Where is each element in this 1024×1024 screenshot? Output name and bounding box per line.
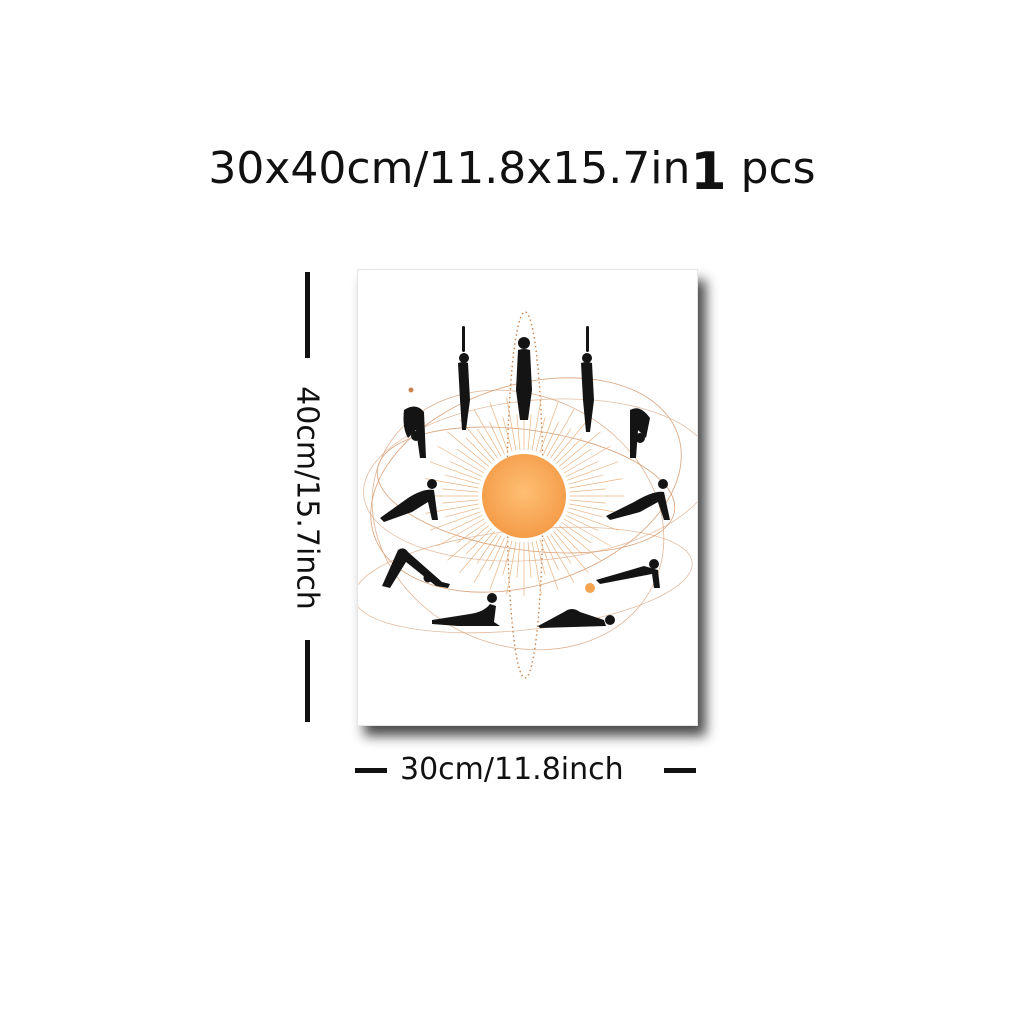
sun-ray — [568, 474, 604, 485]
width-dimension-bar-left — [355, 768, 387, 773]
sun-ray — [449, 515, 483, 531]
sun-ray — [546, 535, 575, 583]
sun-ray — [489, 537, 505, 571]
sun-ray — [531, 541, 542, 595]
sun-ray — [569, 503, 623, 514]
sun-ray — [465, 528, 492, 555]
height-dimension-label: 40cm/15.7inch — [289, 386, 325, 610]
sun-ray — [559, 431, 601, 467]
sun-ray — [447, 431, 489, 467]
sun-ray — [543, 421, 559, 455]
pose-cobra — [432, 593, 500, 626]
sun-ray — [506, 397, 517, 451]
poster-canvas — [357, 269, 698, 726]
sun-ray — [489, 421, 505, 455]
sun-ray — [442, 488, 479, 493]
sun-ray — [527, 541, 532, 578]
small-planet — [408, 387, 414, 393]
sun-circle — [482, 454, 566, 538]
sun-ray — [553, 531, 589, 573]
quantity-unit: pcs — [740, 143, 816, 194]
sun-ray — [539, 401, 559, 453]
sun-ray — [559, 525, 601, 561]
sun-ray — [516, 541, 521, 578]
sun-ray — [569, 499, 606, 504]
sun-ray — [561, 448, 592, 470]
width-dimension-bar-right — [664, 768, 696, 773]
product-size-heading: 30x40cm/11.8x15.7in1 pcs — [0, 136, 1024, 202]
sun-ray — [567, 511, 619, 531]
sun-ray — [561, 522, 592, 544]
orange-planet — [585, 583, 595, 593]
pose-lunge-left — [380, 479, 438, 522]
sun-ray — [565, 461, 599, 477]
pose-prayer — [516, 337, 532, 420]
sun-ray — [568, 507, 604, 518]
pose-arms-up-left — [458, 326, 470, 430]
sun-ray — [502, 416, 513, 452]
sun-ray — [449, 461, 483, 477]
sun-ray — [447, 525, 489, 561]
sun-ray — [553, 419, 589, 461]
width-dimension-label: 30cm/11.8inch — [400, 752, 624, 787]
sun-ray — [546, 409, 575, 457]
sun-ray — [567, 461, 619, 481]
yoga-sun-artwork — [358, 311, 697, 679]
sun-ray — [535, 540, 546, 576]
sun-ray — [565, 515, 599, 531]
sun-ray — [569, 488, 606, 493]
sun-ray — [516, 414, 521, 451]
sun-ray — [543, 537, 559, 571]
size-text: 30x40cm/11.8x15.7in — [208, 143, 691, 194]
sun-ray — [429, 511, 481, 531]
sun-ray — [476, 533, 498, 564]
sun-ray — [465, 437, 492, 464]
yoga-figures — [380, 326, 670, 628]
pose-forward-fold-left — [403, 406, 426, 458]
sun-ray — [531, 397, 542, 451]
pose-eight-limbed — [538, 609, 615, 628]
sun-ray — [473, 535, 502, 583]
sun-ray — [473, 409, 502, 457]
sun-ray — [437, 518, 485, 547]
sun-ray — [550, 428, 572, 459]
pose-downward-dog — [382, 548, 450, 588]
sun-ray — [489, 539, 509, 591]
sun-ray — [437, 445, 485, 474]
sun-ray — [459, 531, 495, 573]
sun-ray — [502, 540, 513, 576]
sun-ray — [535, 416, 546, 452]
sun-ray — [563, 445, 611, 474]
sun-ray — [489, 401, 509, 453]
sun-ray — [442, 499, 479, 504]
sun-ray — [556, 528, 583, 555]
sun-ray — [539, 539, 559, 591]
sun-ray — [556, 437, 583, 464]
sun-ray — [527, 414, 532, 451]
sun-ray — [444, 507, 480, 518]
sun-ray — [550, 533, 572, 564]
pose-arms-up-right — [581, 326, 594, 432]
sun-ray — [506, 541, 517, 595]
sun-ray — [456, 448, 487, 470]
pose-forward-fold-right — [630, 408, 650, 458]
sun-ray — [569, 478, 623, 489]
height-dimension-bar-top — [305, 272, 310, 358]
pose-plank — [596, 559, 660, 588]
sun-ray — [476, 428, 498, 459]
sun-ray — [563, 518, 611, 547]
sun-ray — [444, 474, 480, 485]
pose-lunge-right — [606, 479, 670, 520]
sun-ray — [456, 522, 487, 544]
sun-ray — [429, 461, 481, 481]
quantity-number: 1 — [690, 142, 727, 202]
height-dimension-bar-bottom — [305, 640, 310, 722]
sun-rays — [424, 396, 624, 596]
